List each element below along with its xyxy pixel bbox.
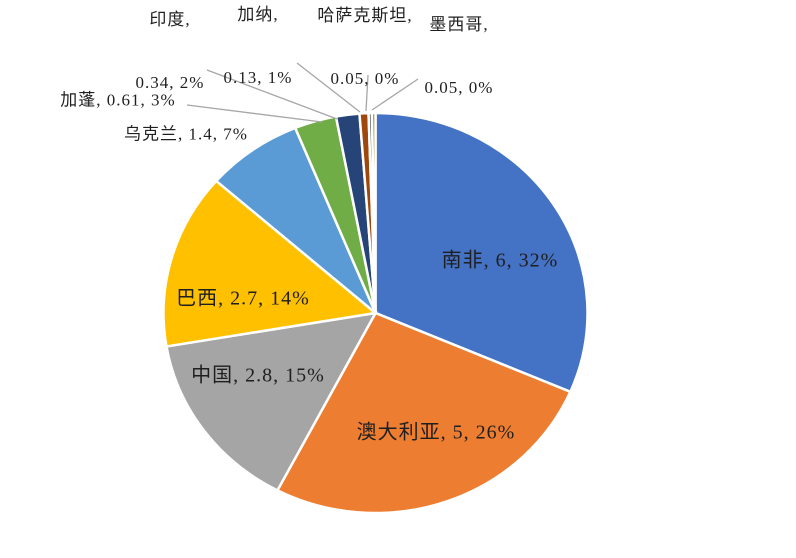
data-label-mexico-value: 0.05, 0%: [424, 78, 494, 97]
data-label-india: 印度, 0.34, 2%: [136, 0, 205, 135]
pie-slice-ukraine: [214, 126, 377, 314]
data-label-mexico-name: 墨西哥,: [429, 15, 489, 34]
pie-slice-south-africa: [374, 111, 589, 394]
data-label-kazakhstan-name: 哈萨克斯坦,: [317, 6, 413, 25]
pie-slice-australia: [275, 311, 573, 515]
data-label-ghana-name: 加纳,: [237, 5, 279, 24]
data-label-kazakhstan: 哈萨克斯坦, 0.05, 0%: [317, 0, 412, 131]
data-label-gabon: 加蓬, 0.61, 3%: [60, 90, 176, 110]
leader-line-ghana: [296, 62, 361, 113]
pie-slice-mexico: [370, 111, 377, 314]
leader-line-kazakhstan: [365, 74, 369, 112]
data-label-south-africa: 南非, 6, 32%: [441, 249, 559, 272]
leader-line-india: [206, 69, 338, 120]
leader-line-mexico: [371, 78, 419, 111]
pie-slice-china: [165, 311, 378, 492]
data-label-ukraine: 乌克兰, 1.4, 7%: [124, 124, 248, 144]
data-label-india-name: 印度,: [149, 10, 191, 29]
data-label-australia: 澳大利亚, 5, 26%: [356, 421, 516, 444]
data-label-india-value: 0.34, 2%: [135, 73, 205, 92]
data-label-ghana: 加纳, 0.13, 1%: [224, 0, 293, 130]
data-label-china: 中国, 2.8, 15%: [191, 364, 325, 387]
data-label-kazakhstan-value: 0.05, 0%: [330, 69, 400, 88]
data-label-brazil: 巴西, 2.7, 14%: [176, 287, 310, 310]
data-label-ghana-value: 0.13, 1%: [223, 68, 293, 87]
pie-slice-brazil: [162, 179, 379, 348]
data-label-mexico: 墨西哥, 0.05, 0%: [425, 0, 494, 140]
leader-line-gabon: [186, 104, 323, 123]
